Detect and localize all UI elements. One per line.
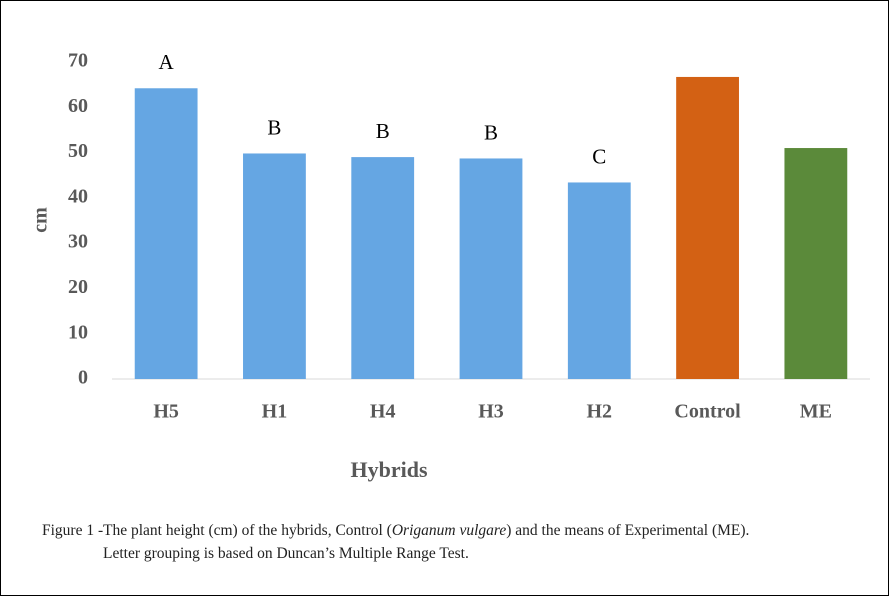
y-tick-label: 70 — [68, 50, 88, 72]
y-tick-label: 50 — [68, 140, 88, 162]
bar — [351, 157, 415, 379]
caption-text: The plant height (cm) of the hybrids, Co… — [103, 519, 749, 565]
y-tick-label: 0 — [78, 367, 88, 389]
caption-part: The plant height (cm) of the hybrids, Co… — [103, 522, 392, 539]
bar — [459, 158, 523, 379]
group-letter: B — [484, 120, 498, 144]
group-letter: B — [267, 115, 281, 139]
x-tick-label: H2 — [587, 401, 613, 423]
y-tick-label: 60 — [68, 95, 88, 117]
x-tick-label: H5 — [153, 401, 179, 423]
x-tick-label: H1 — [262, 401, 288, 423]
y-tick-label: 20 — [68, 276, 88, 298]
caption-part: ) and the means of Experimental (ME). — [506, 522, 750, 539]
group-letter: B — [376, 119, 390, 143]
x-tick-label: Control — [674, 401, 741, 423]
bar — [676, 76, 739, 380]
caption: Figure 1 - The plant height (cm) of the h… — [42, 519, 862, 565]
x-tick-label: H4 — [370, 401, 396, 423]
caption-italic: Origanum vulgare — [391, 522, 507, 539]
group-letter: C — [592, 144, 606, 168]
bar — [243, 153, 306, 379]
caption-line: Letter grouping is based on Duncan’s Mul… — [103, 545, 469, 562]
group-letter: A — [159, 50, 175, 74]
x-tick-label: ME — [800, 401, 832, 423]
y-tick-label: 10 — [68, 321, 88, 343]
bar — [567, 182, 631, 379]
y-axis-title: cm — [30, 207, 52, 233]
bar — [784, 148, 848, 379]
x-tick-label: H3 — [478, 401, 504, 423]
bar — [134, 88, 198, 379]
y-tick-label: 40 — [68, 185, 88, 207]
y-tick-label: 30 — [68, 231, 88, 253]
caption-prefix: Figure 1 - — [42, 522, 104, 539]
x-axis-title: Hybrids — [350, 457, 427, 482]
